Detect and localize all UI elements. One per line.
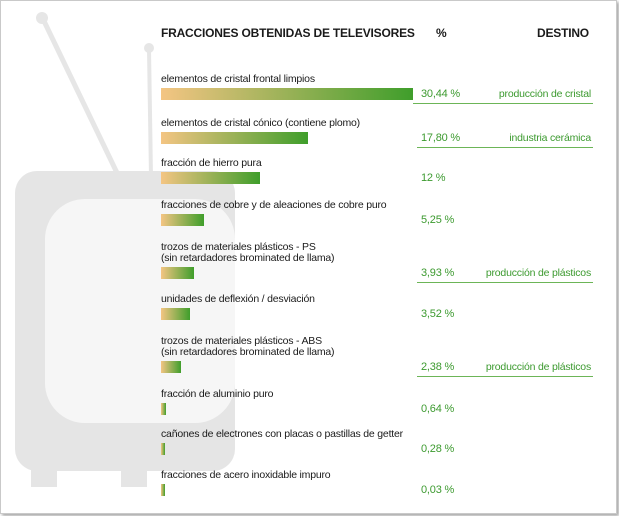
destination-label: producción de plásticos	[485, 267, 591, 279]
destination-underline	[417, 147, 593, 148]
category-label: fracciones de cobre y de aleaciones de c…	[161, 199, 387, 211]
bar	[161, 308, 191, 320]
destination-label: producción de plásticos	[485, 361, 591, 373]
value-label: 3,93 %	[421, 267, 455, 279]
category-label: fracciones de acero inoxidable impuro	[161, 469, 331, 481]
value-label: 0,64 %	[421, 403, 455, 415]
bar	[161, 361, 181, 373]
value-label: 12 %	[421, 172, 446, 184]
destination-underline	[413, 103, 593, 104]
value-label: 30,44 %	[421, 88, 460, 100]
bar	[161, 172, 261, 184]
bar	[161, 214, 205, 226]
value-label: 0,28 %	[421, 443, 455, 455]
value-label: 5,25 %	[421, 214, 455, 226]
bar	[161, 484, 165, 496]
destination-label: industria cerámica	[509, 132, 591, 144]
category-label: elementos de cristal frontal limpios	[161, 73, 315, 85]
bar	[161, 88, 413, 100]
category-label: cañones de electrones con placas o pasti…	[161, 428, 403, 440]
destination-label: producción de cristal	[498, 88, 591, 100]
category-label: unidades de deflexión / desviación	[161, 293, 315, 305]
value-label: 0,03 %	[421, 484, 455, 496]
category-label: trozos de materiales plásticos - ABS (si…	[161, 335, 335, 358]
value-label: 2,38 %	[421, 361, 455, 373]
destination-underline	[417, 376, 593, 377]
destination-column-header: DESTINO	[537, 26, 589, 40]
value-label: 17,80 %	[421, 132, 460, 144]
bar	[161, 267, 194, 279]
category-label: fracción de hierro pura	[161, 157, 262, 169]
bar	[161, 132, 309, 144]
destination-underline	[417, 282, 593, 283]
value-label: 3,52 %	[421, 308, 455, 320]
percent-column-header: %	[436, 26, 447, 40]
category-label: fracción de aluminio puro	[161, 388, 274, 400]
bar	[161, 403, 167, 415]
bar	[161, 443, 165, 455]
chart-title: FRACCIONES OBTENIDAS DE TELEVISORES	[161, 26, 415, 40]
category-label: elementos de cristal cónico (contiene pl…	[161, 117, 360, 129]
category-label: trozos de materiales plásticos - PS (sin…	[161, 241, 335, 264]
